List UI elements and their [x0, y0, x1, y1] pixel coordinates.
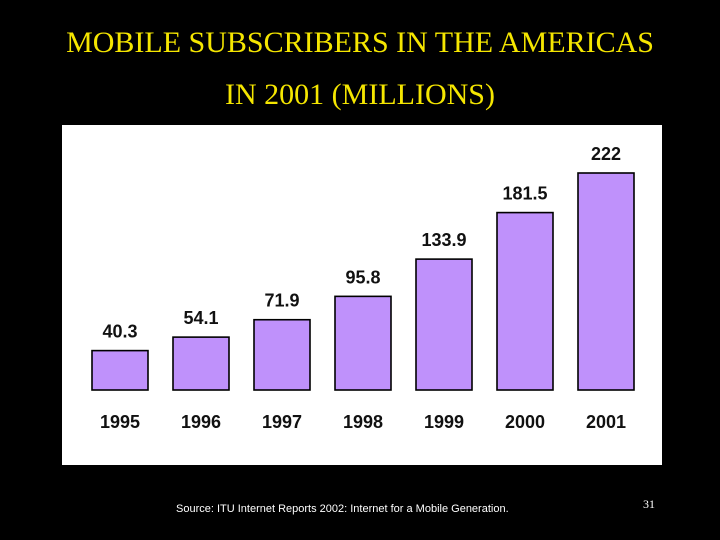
page-number: 31 — [643, 497, 655, 511]
value-label-2001: 222 — [591, 144, 621, 164]
category-label-1998: 1998 — [343, 412, 383, 432]
bar-chart: 40.3 1995 54.1 1996 71.9 1997 95.8 1998 133.9 199… — [91, 144, 635, 432]
source-citation: Source: ITU Internet Reports 2002: Inter… — [176, 503, 509, 515]
category-label-1996: 1996 — [181, 412, 221, 432]
bar-1998 — [334, 295, 392, 391]
bar-1995 — [91, 349, 149, 391]
bar-2000 — [496, 211, 554, 391]
category-label-2000: 2000 — [505, 412, 545, 432]
category-label-1999: 1999 — [424, 412, 464, 432]
value-label-1995: 40.3 — [102, 322, 137, 342]
title-line-2: IN 2001 (MILLIONS) — [225, 78, 495, 111]
value-label-1996: 54.1 — [183, 308, 218, 328]
bar-1996 — [172, 336, 230, 391]
category-label-1997: 1997 — [262, 412, 302, 432]
value-label-1997: 71.9 — [264, 291, 299, 311]
value-label-1998: 95.8 — [345, 267, 380, 287]
value-label-1999: 133.9 — [421, 230, 466, 250]
bar-2001 — [577, 172, 635, 391]
bar-1997 — [253, 318, 311, 391]
title-line-1: MOBILE SUBSCRIBERS IN THE AMERICAS — [66, 26, 654, 59]
category-label-1995: 1995 — [100, 412, 140, 432]
value-label-2000: 181.5 — [502, 184, 547, 204]
chart-panel: 40.3 1995 54.1 1996 71.9 1997 95.8 1998 133.9 199… — [62, 125, 662, 465]
category-label-2001: 2001 — [586, 412, 626, 432]
bar-1999 — [415, 258, 473, 391]
